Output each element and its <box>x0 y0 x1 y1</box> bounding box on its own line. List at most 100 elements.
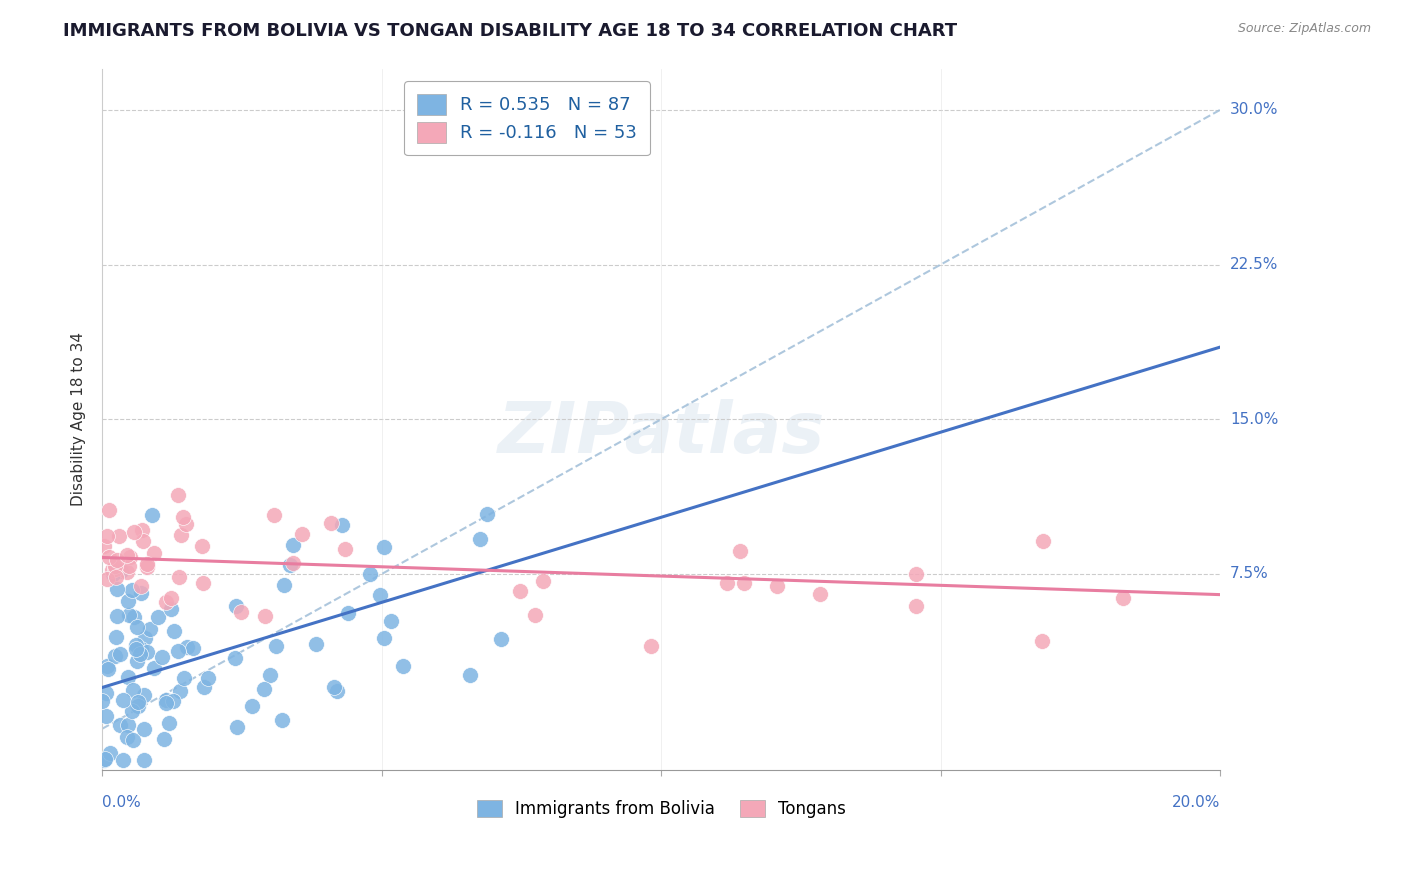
Point <box>281 537 304 551</box>
Point <box>730 544 752 558</box>
Point <box>174 517 197 532</box>
Point <box>169 683 191 698</box>
Point <box>132 753 155 767</box>
Point <box>166 643 188 657</box>
Text: IMMIGRANTS FROM BOLIVIA VS TONGAN DISABILITY AGE 18 TO 34 CORRELATION CHART: IMMIGRANTS FROM BOLIVIA VS TONGAN DISABI… <box>63 22 957 40</box>
Point <box>263 508 285 523</box>
Point <box>124 610 146 624</box>
Point <box>129 642 152 657</box>
Point <box>155 595 177 609</box>
Point <box>104 631 127 645</box>
Point <box>132 688 155 702</box>
Point <box>107 553 129 567</box>
Point <box>904 599 927 614</box>
Point <box>96 686 118 700</box>
Point <box>110 647 132 661</box>
Point <box>117 594 139 608</box>
Point <box>153 731 176 746</box>
Point <box>105 609 128 624</box>
Point <box>1032 534 1054 549</box>
Point <box>108 718 131 732</box>
Point <box>117 558 139 573</box>
Text: ZIPatlas: ZIPatlas <box>498 399 825 467</box>
Point <box>304 637 326 651</box>
Point <box>124 524 146 539</box>
Point <box>118 607 141 622</box>
Point <box>138 622 160 636</box>
Point <box>524 608 547 623</box>
Point <box>94 752 117 766</box>
Point <box>470 532 492 546</box>
Point <box>105 582 128 596</box>
Point <box>905 566 928 581</box>
Point <box>110 564 132 578</box>
Point <box>319 516 342 530</box>
Point <box>112 753 135 767</box>
Point <box>129 647 152 661</box>
Point <box>121 704 143 718</box>
Point <box>127 699 149 714</box>
Text: 15.0%: 15.0% <box>1230 412 1278 426</box>
Point <box>533 574 555 588</box>
Point <box>98 746 121 760</box>
Text: 20.0%: 20.0% <box>1173 795 1220 810</box>
Point <box>111 693 134 707</box>
Point <box>94 708 117 723</box>
Point <box>127 654 149 668</box>
Point <box>104 559 127 574</box>
Text: 30.0%: 30.0% <box>1230 103 1278 117</box>
Point <box>193 575 215 590</box>
Point <box>224 650 246 665</box>
Point <box>129 579 152 593</box>
Point <box>160 591 183 606</box>
Point <box>162 694 184 708</box>
Point <box>373 540 395 554</box>
Y-axis label: Disability Age 18 to 34: Disability Age 18 to 34 <box>72 332 86 507</box>
Point <box>336 606 359 620</box>
Point <box>716 576 738 591</box>
Point <box>121 582 143 597</box>
Point <box>380 614 402 628</box>
Point <box>125 638 148 652</box>
Point <box>100 563 122 577</box>
Point <box>172 509 194 524</box>
Point <box>278 558 301 572</box>
Point <box>125 620 148 634</box>
Point <box>103 566 125 581</box>
Point <box>93 540 115 554</box>
Text: 22.5%: 22.5% <box>1230 257 1278 272</box>
Point <box>97 662 120 676</box>
Point <box>117 670 139 684</box>
Point <box>225 720 247 734</box>
Point <box>253 681 276 696</box>
Point <box>122 732 145 747</box>
Point <box>808 587 831 601</box>
Point <box>157 715 180 730</box>
Point <box>173 671 195 685</box>
Point <box>127 695 149 709</box>
Point <box>1031 633 1053 648</box>
Point <box>283 556 305 570</box>
Point <box>115 548 138 562</box>
Point <box>264 639 287 653</box>
Point <box>104 648 127 663</box>
Point <box>766 579 789 593</box>
Point <box>135 560 157 574</box>
Point <box>98 503 121 517</box>
Point <box>135 645 157 659</box>
Point <box>458 668 481 682</box>
Point <box>104 570 127 584</box>
Point <box>335 542 357 557</box>
Legend: Immigrants from Bolivia, Tongans: Immigrants from Bolivia, Tongans <box>470 793 852 825</box>
Text: Source: ZipAtlas.com: Source: ZipAtlas.com <box>1237 22 1371 36</box>
Point <box>129 585 152 599</box>
Point <box>131 523 153 537</box>
Point <box>104 562 127 576</box>
Point <box>326 683 349 698</box>
Point <box>160 602 183 616</box>
Point <box>148 610 170 624</box>
Point <box>231 605 253 619</box>
Point <box>253 609 276 624</box>
Point <box>91 694 114 708</box>
Point <box>96 658 118 673</box>
